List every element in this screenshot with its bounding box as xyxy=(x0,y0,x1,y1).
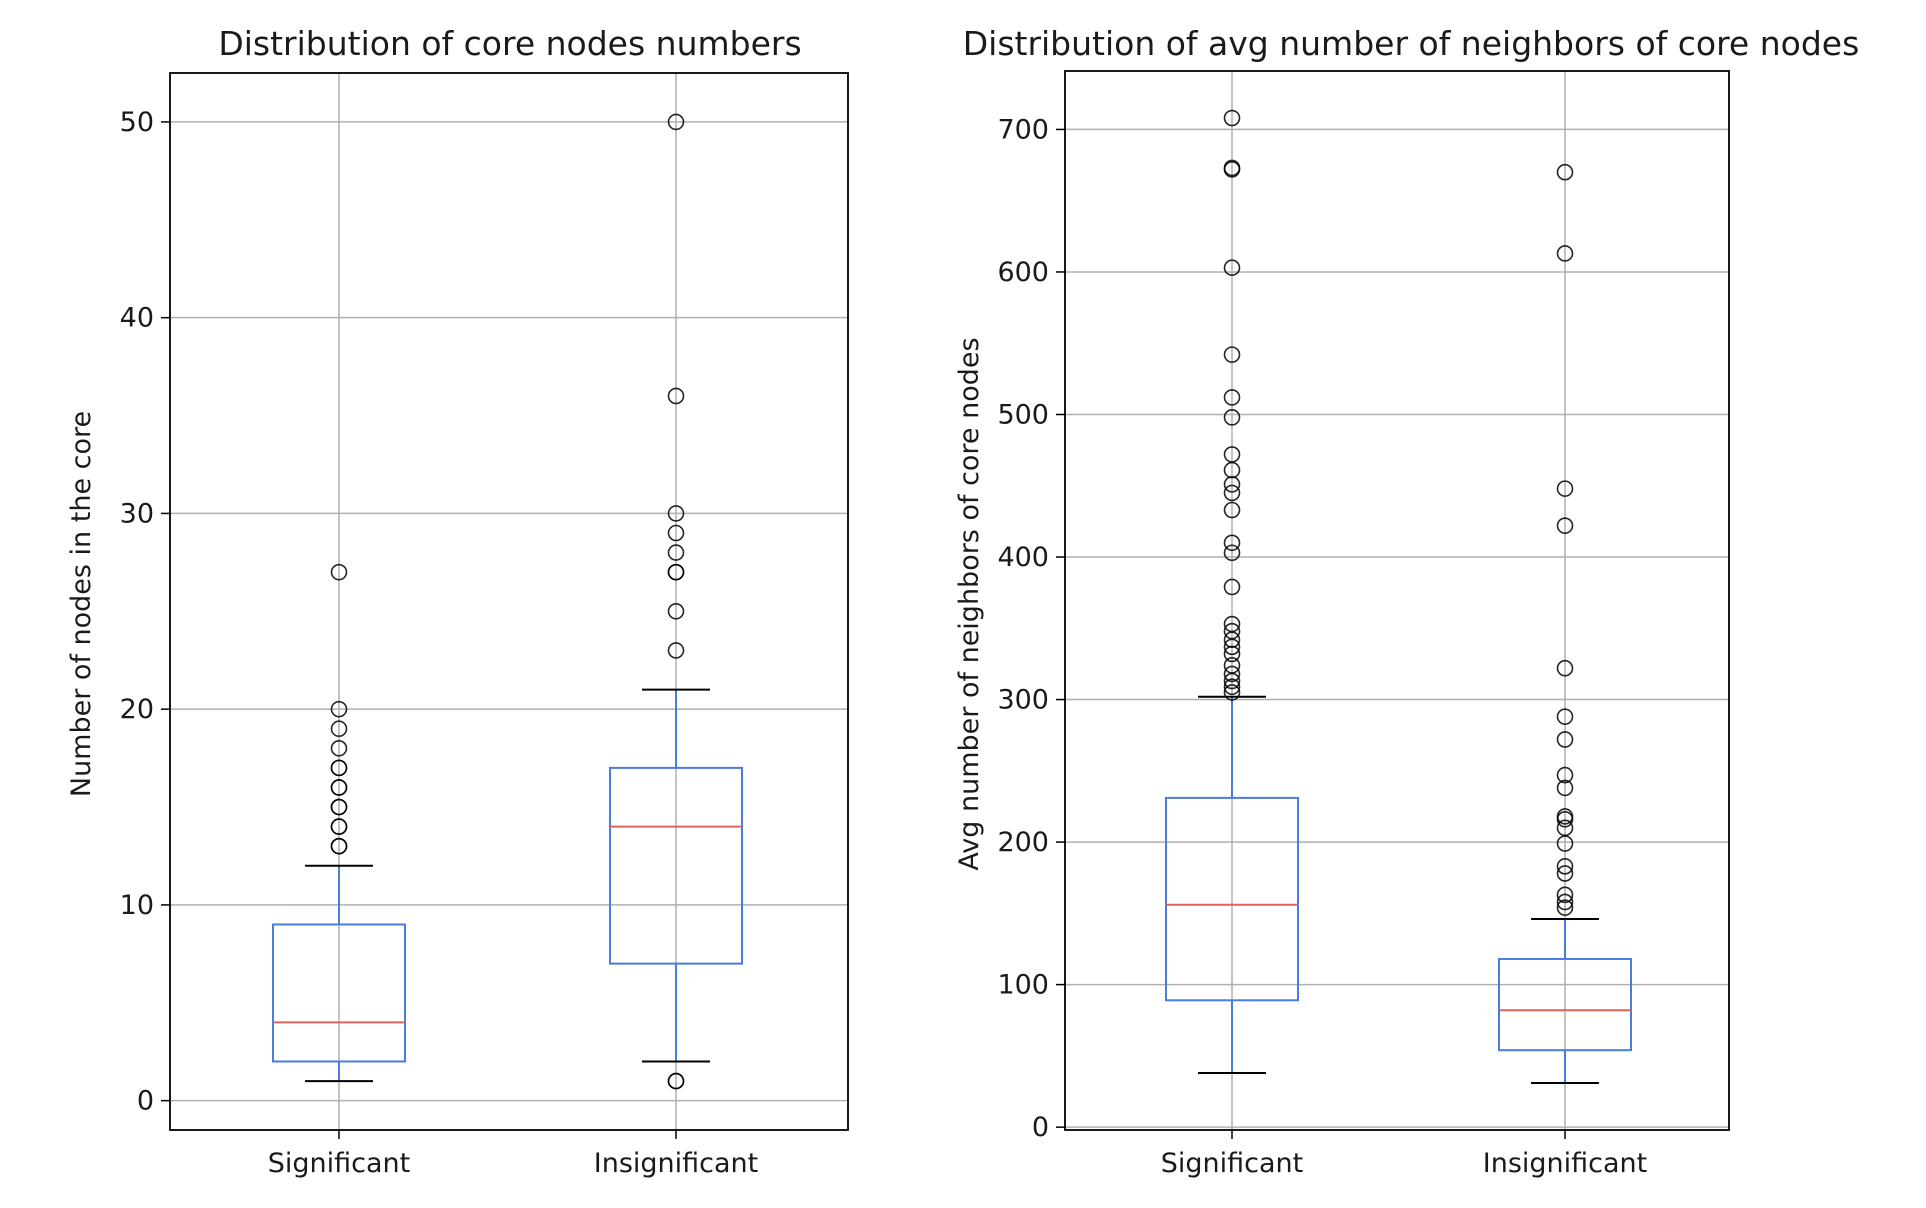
outlier-point xyxy=(1223,678,1241,696)
axes-frame xyxy=(1064,70,1730,1131)
iqr-box xyxy=(1498,957,1632,1052)
outlier-point xyxy=(1223,578,1241,596)
y-tick-label: 40 xyxy=(120,303,154,334)
outlier-point xyxy=(1223,544,1241,562)
outlier-point xyxy=(667,113,685,131)
x-tick-label: Insignificant xyxy=(1483,1148,1648,1179)
outlier-point xyxy=(1223,615,1241,633)
axes-frame xyxy=(169,72,849,1131)
chart-avg-neighbors: Distribution of avg number of neighbors … xyxy=(954,24,1859,1179)
y-axis-label: Avg number of neighbors of core nodes xyxy=(954,337,985,870)
y-axis-label: Number of nodes in the core xyxy=(66,411,97,797)
x-tick-label: Significant xyxy=(1161,1148,1304,1179)
plot-area: 0 10 20 30 40 50 Significant Insignificant xyxy=(120,72,849,1179)
outlier-point xyxy=(1556,886,1574,904)
outlier-point xyxy=(330,563,348,581)
y-tick-label: 200 xyxy=(997,827,1049,858)
outlier-point xyxy=(1556,858,1574,875)
y-tick-label: 300 xyxy=(997,685,1049,716)
y-tick-label: 700 xyxy=(997,114,1049,145)
outlier-point xyxy=(667,563,685,581)
outlier-point xyxy=(330,818,348,835)
outlier-point xyxy=(1223,622,1241,640)
y-tick-label: 50 xyxy=(120,107,154,138)
outlier-point xyxy=(1556,245,1574,262)
outlier-point xyxy=(1223,684,1241,701)
y-tick-label: 20 xyxy=(120,694,154,725)
iqr-box xyxy=(1165,796,1299,1002)
y-tick-label: 0 xyxy=(1032,1112,1049,1143)
outlier-point xyxy=(1556,808,1574,825)
iqr-box xyxy=(609,766,743,965)
outlier-point xyxy=(1556,163,1574,181)
outlier-point xyxy=(1223,501,1241,519)
outlier-point xyxy=(1556,865,1574,882)
x-tick-label: Insignificant xyxy=(594,1148,759,1179)
chart-title: Distribution of avg number of neighbors … xyxy=(963,24,1860,63)
outlier-point xyxy=(1556,659,1574,677)
outlier-point xyxy=(1556,517,1574,534)
outlier-point xyxy=(667,524,685,542)
outlier-point xyxy=(1223,159,1241,177)
outlier-point xyxy=(1556,766,1574,784)
outlier-point xyxy=(667,544,685,561)
y-tick-label: 30 xyxy=(120,498,154,529)
outlier-point xyxy=(1223,534,1241,552)
y-tick-label: 0 xyxy=(137,1086,154,1117)
chart-core-nodes: Distribution of core nodes numbers Numbe… xyxy=(66,24,849,1179)
box-insignificant xyxy=(609,113,743,1090)
outlier-point xyxy=(667,505,685,522)
x-tick-label: Significant xyxy=(268,1148,411,1179)
outlier-point xyxy=(667,387,685,405)
box-insignificant xyxy=(1498,163,1632,1084)
outlier-point xyxy=(1223,484,1241,502)
outlier-point xyxy=(1556,779,1574,797)
outlier-point xyxy=(330,837,348,855)
y-tick-label: 100 xyxy=(997,970,1049,1001)
box-significant xyxy=(272,563,406,1083)
y-tick-label: 600 xyxy=(997,257,1049,288)
y-tick-label: 500 xyxy=(997,399,1049,430)
outlier-point xyxy=(1223,259,1241,276)
outlier-point xyxy=(1223,346,1241,363)
outlier-point xyxy=(330,798,348,816)
outlier-point xyxy=(1223,409,1241,426)
outlier-point xyxy=(330,700,348,718)
y-tick-label: 10 xyxy=(120,890,154,921)
chart-title: Distribution of core nodes numbers xyxy=(218,24,801,63)
outlier-point xyxy=(1223,389,1241,406)
outlier-point xyxy=(330,740,348,757)
outlier-point xyxy=(1556,819,1574,837)
outlier-point xyxy=(1556,480,1574,497)
outlier-point xyxy=(330,720,348,738)
outlier-point xyxy=(1556,731,1574,748)
outlier-point xyxy=(667,642,685,659)
outlier-point xyxy=(1223,446,1241,463)
plot-area: 0 100 200 300 400 500 600 700 Significant Insigni… xyxy=(997,70,1730,1179)
iqr-box xyxy=(272,923,406,1063)
outlier-point xyxy=(1223,657,1241,674)
outlier-point xyxy=(1556,708,1574,725)
outlier-point xyxy=(1556,893,1574,911)
outlier-point xyxy=(1223,665,1241,683)
outlier-point xyxy=(667,602,685,620)
box-significant xyxy=(1165,109,1299,1074)
outlier-point xyxy=(667,1072,685,1090)
y-tick-label: 400 xyxy=(997,542,1049,573)
outlier-point xyxy=(1223,109,1241,127)
outlier-point xyxy=(1556,899,1574,916)
outlier-point xyxy=(330,779,348,796)
outlier-point xyxy=(330,759,348,777)
